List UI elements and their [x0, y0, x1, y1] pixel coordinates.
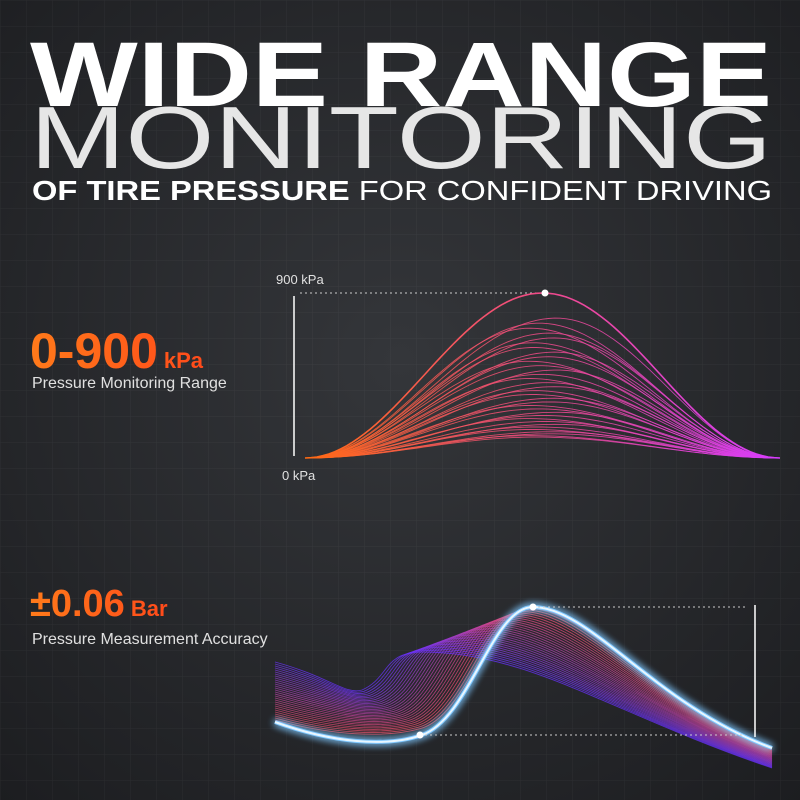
bell-curve — [304, 408, 781, 459]
wave-curve — [274, 650, 773, 768]
range-unit: kPa — [164, 348, 204, 373]
bell-curves — [304, 292, 781, 459]
bell-curve — [304, 356, 781, 459]
max-point — [541, 289, 549, 297]
subtitle-bold: OF TIRE PRESSURE — [32, 175, 350, 206]
lower-point — [416, 731, 424, 739]
wave-curve — [274, 651, 773, 769]
range-value: 0-900 kPa — [30, 323, 204, 379]
bell-curve — [304, 401, 781, 459]
wave-curve — [274, 627, 773, 758]
highlight-core — [274, 605, 773, 749]
wave-curve — [274, 645, 773, 766]
wave-curve — [274, 621, 773, 756]
upper-point — [529, 603, 537, 611]
wave-curves — [274, 608, 773, 769]
bell-curve — [305, 436, 780, 459]
wave-curve — [274, 612, 773, 752]
bell-curve — [304, 390, 781, 459]
bell-curve — [304, 337, 781, 459]
wave-curve — [274, 614, 773, 752]
subtitle: OF TIRE PRESSURE FOR CONFIDENT DRIVING — [32, 175, 772, 206]
subtitle-light: FOR CONFIDENT DRIVING — [359, 175, 772, 206]
accuracy-number: ±0.06 — [30, 583, 125, 625]
wave-curve — [274, 618, 773, 754]
bell-curve — [304, 386, 781, 459]
wave-curve — [274, 644, 773, 766]
range-label: Pressure Monitoring Range — [32, 375, 227, 392]
bell-curve — [304, 373, 781, 459]
bell-curve — [304, 360, 781, 459]
bell-curve — [304, 347, 781, 459]
wave-curve — [274, 642, 773, 765]
wave-curve — [274, 648, 773, 768]
bell-curve — [304, 365, 781, 459]
axis-top: 900 kPa — [276, 272, 324, 287]
accuracy-unit: Bar — [131, 596, 168, 621]
title-line2: MONITORING — [30, 88, 772, 187]
range-number: 0-900 — [30, 323, 158, 379]
title-line1: WIDE RANGE — [30, 24, 772, 126]
bell-curve — [304, 369, 781, 459]
bell-curve — [304, 378, 781, 459]
wave-curve — [274, 647, 773, 767]
accuracy-label: Pressure Measurement Accuracy — [32, 631, 268, 648]
accuracy-value: ±0.06 Bar — [30, 583, 168, 625]
axis-bottom: 0 kPa — [282, 468, 316, 483]
bell-curve — [304, 397, 781, 459]
